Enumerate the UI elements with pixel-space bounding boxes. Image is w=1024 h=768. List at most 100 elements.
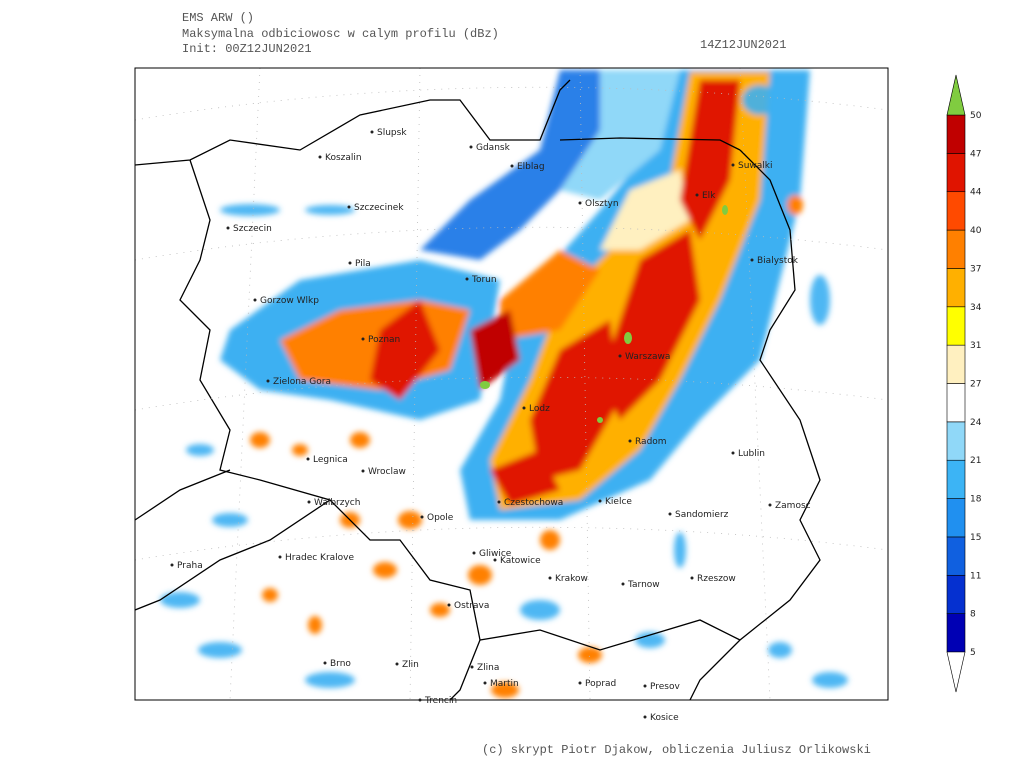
city-marker xyxy=(690,576,694,580)
city-marker xyxy=(307,500,311,504)
city-marker xyxy=(497,500,501,504)
city-label: Gdansk xyxy=(476,143,511,153)
city-marker xyxy=(370,130,374,134)
city-marker xyxy=(472,551,476,555)
legend-level-label: 21 xyxy=(970,456,981,466)
city-marker xyxy=(395,662,399,666)
city-marker xyxy=(469,145,473,149)
city-marker xyxy=(618,354,622,358)
city-label: Zlin xyxy=(402,660,419,670)
city-label: Kielce xyxy=(605,497,632,507)
city-marker xyxy=(318,155,322,159)
city-label: Walbrzych xyxy=(314,498,360,508)
legend-swatch xyxy=(946,229,966,269)
city-label: Olsztyn xyxy=(585,199,619,209)
city-label: Zamosc xyxy=(775,501,811,511)
legend-level-label: 27 xyxy=(970,380,981,390)
city-label: Presov xyxy=(650,682,681,692)
city-label: Kosice xyxy=(650,713,679,723)
city-label: Gliwice xyxy=(479,549,512,559)
city-marker xyxy=(695,193,699,197)
legend-swatch xyxy=(946,306,966,346)
legend-swatch xyxy=(946,344,966,384)
city-label: Opole xyxy=(427,513,454,523)
city-label: Lodz xyxy=(529,404,550,414)
city-label: Zielona Gora xyxy=(273,377,331,387)
legend-level-label: 37 xyxy=(970,264,981,274)
city-marker xyxy=(420,515,424,519)
city-marker xyxy=(750,258,754,262)
city-marker xyxy=(522,406,526,410)
city-label: Ostrava xyxy=(454,601,489,611)
city-marker xyxy=(731,451,735,455)
city-marker xyxy=(266,379,270,383)
city-marker xyxy=(643,715,647,719)
city-marker xyxy=(628,439,632,443)
legend-over xyxy=(946,74,966,116)
legend-swatch xyxy=(946,268,966,308)
legend-under xyxy=(946,651,966,693)
city-label: Szczecinek xyxy=(354,203,404,213)
city-marker xyxy=(598,499,602,503)
city-label: Legnica xyxy=(313,455,348,465)
city-marker xyxy=(348,261,352,265)
legend-swatch xyxy=(946,459,966,499)
city-label: Sandomierz xyxy=(675,510,729,520)
city-marker xyxy=(361,337,365,341)
city-label: Koszalin xyxy=(325,153,362,163)
init-time: Init: 00Z12JUN2021 xyxy=(182,42,312,56)
legend-level-label: 40 xyxy=(970,226,982,236)
city-label: Elk xyxy=(702,191,716,201)
city-marker xyxy=(361,469,365,473)
city-label: Zlina xyxy=(477,663,499,673)
city-label: Elblag xyxy=(517,162,545,172)
city-label: Wroclaw xyxy=(368,467,406,477)
city-label: Radom xyxy=(635,437,667,447)
legend-swatch xyxy=(946,613,966,653)
city-marker xyxy=(578,681,582,685)
city-label: Poprad xyxy=(585,679,616,689)
city-label: Krakow xyxy=(555,574,588,584)
legend-level-label: 24 xyxy=(970,418,982,428)
legend-level-label: 34 xyxy=(970,303,982,313)
radar-field xyxy=(135,68,888,700)
city-marker xyxy=(465,277,469,281)
color-legend: 5 8 11 15 18 21 24 27 31 34 37 40 44 47 50 xyxy=(946,74,982,693)
legend-swatch xyxy=(946,191,966,231)
legend-swatch xyxy=(946,114,966,154)
city-label: Szczecin xyxy=(233,224,272,234)
legend-swatch xyxy=(946,383,966,423)
city-label: Hradec Kralove xyxy=(285,553,354,563)
legend-level-label: 47 xyxy=(970,149,981,159)
city-marker xyxy=(278,555,282,559)
legend-level-label: 15 xyxy=(970,533,981,543)
city-marker xyxy=(643,684,647,688)
city-marker xyxy=(447,603,451,607)
city-marker xyxy=(493,558,497,562)
legend-level-label: 5 xyxy=(970,648,976,658)
legend-level-label: 31 xyxy=(970,341,981,351)
legend-swatch xyxy=(946,574,966,614)
city-label: Lublin xyxy=(738,449,765,459)
city-marker xyxy=(323,661,327,665)
city-labels: Slupsk Koszalin Gdansk Elblag Szczecinek Olsz… xyxy=(170,128,811,723)
city-label: Rzeszow xyxy=(697,574,736,584)
legend-swatch xyxy=(946,153,966,193)
city-label: Tarnow xyxy=(627,580,660,590)
city-marker xyxy=(668,512,672,516)
city-label: Suwalki xyxy=(738,161,773,171)
city-label: Warszawa xyxy=(625,352,670,362)
valid-time: 14Z12JUN2021 xyxy=(700,38,786,52)
model-title: EMS ARW () xyxy=(182,11,254,25)
city-marker xyxy=(578,201,582,205)
credit: (c) skrypt Piotr Djakow, obliczenia Juli… xyxy=(482,743,871,757)
city-label: Martin xyxy=(490,679,519,689)
legend-swatch xyxy=(946,536,966,576)
city-marker xyxy=(548,576,552,580)
city-marker xyxy=(768,503,772,507)
legend-level-label: 44 xyxy=(970,188,982,198)
city-label: Poznan xyxy=(368,335,400,345)
field-title: Maksymalna odbiciowosc w calym profilu (… xyxy=(182,27,499,41)
city-label: Slupsk xyxy=(377,128,407,138)
